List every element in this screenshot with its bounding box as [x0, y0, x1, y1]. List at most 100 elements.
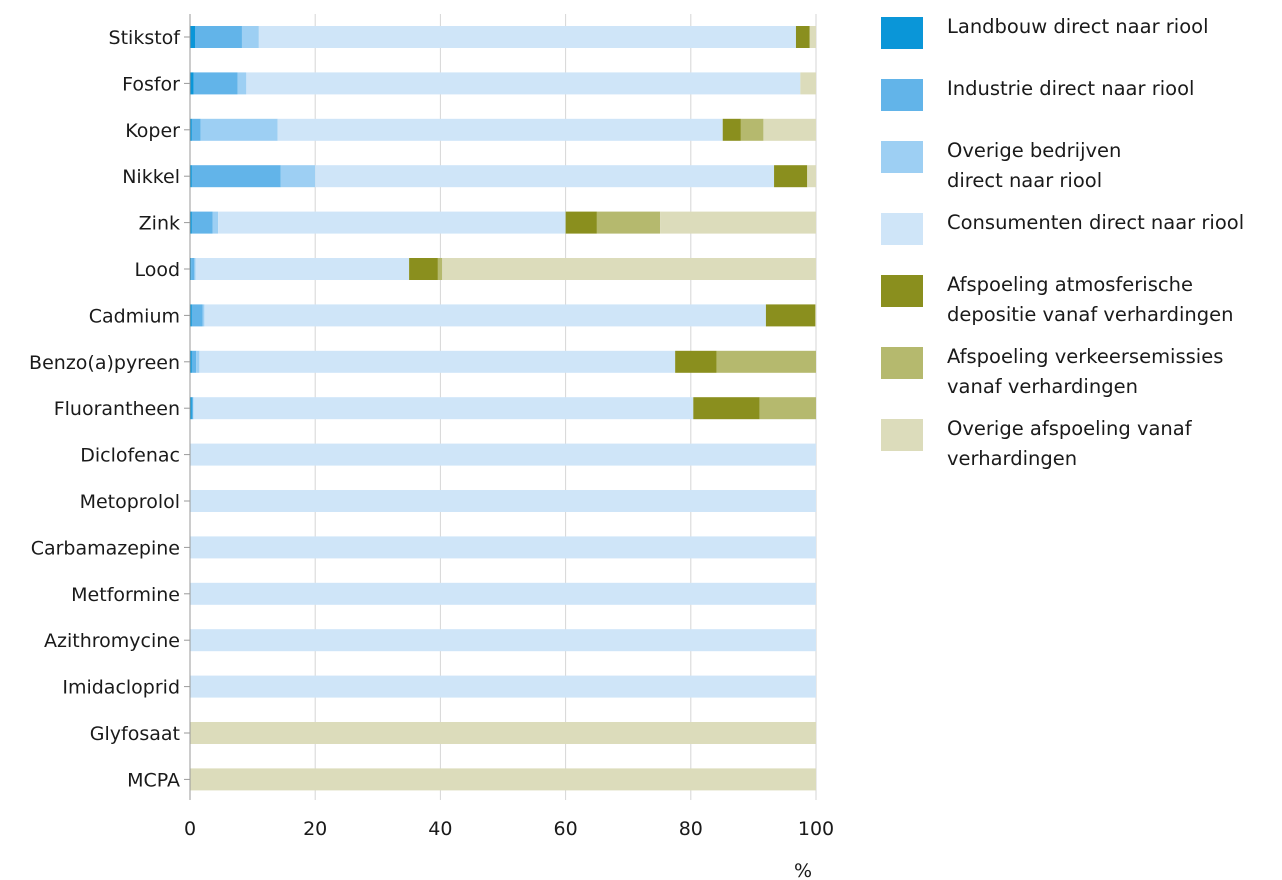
bar-segment	[190, 629, 816, 652]
category-label: Fluorantheen	[54, 398, 180, 420]
category-label: Stikstof	[109, 27, 182, 49]
legend-swatch	[881, 141, 923, 173]
bar-segment	[193, 397, 194, 420]
legend-item: Overige bedrijven direct naar riool	[881, 136, 1281, 196]
bar-segment	[193, 397, 694, 420]
bar-segment	[218, 211, 566, 234]
category-label: Zink	[139, 213, 180, 235]
bar-segment	[202, 304, 205, 327]
bar-segment	[190, 675, 816, 698]
bar-segment	[190, 26, 196, 48]
bar-segment	[199, 350, 676, 373]
bar-segment	[815, 304, 816, 327]
category-label: Lood	[134, 259, 180, 281]
bar-segment	[315, 165, 775, 188]
category-label: Cadmium	[89, 305, 180, 327]
bar-segment	[722, 118, 741, 141]
bar-segment	[190, 258, 192, 280]
legend-label: Afspoeling verkeersemissies vanaf verhar…	[947, 345, 1224, 398]
bar-segment	[759, 397, 816, 420]
bar-segment	[190, 397, 192, 420]
bar-segment	[693, 397, 760, 420]
bar-segment	[740, 118, 764, 141]
bar-segment	[237, 72, 247, 95]
bar-segment	[191, 350, 197, 373]
bar-segment	[246, 72, 801, 95]
bar-segment	[195, 258, 410, 280]
category-label: Azithromycine	[44, 630, 180, 652]
bar-segment	[437, 258, 443, 280]
x-tick-label: 0	[184, 818, 196, 840]
bars	[190, 26, 816, 791]
bar-segment	[195, 26, 242, 48]
bar-segment	[212, 211, 219, 234]
bar-segment	[191, 304, 203, 327]
bar-segment	[190, 443, 816, 466]
category-label: Metoprolol	[80, 491, 180, 513]
bar-segment	[190, 722, 816, 744]
bar-segment	[774, 165, 808, 188]
bar-segment	[191, 165, 281, 188]
bar-segment	[675, 350, 717, 373]
bar-segment	[716, 350, 816, 373]
bar-segment	[190, 118, 192, 141]
legend-item: Landbouw direct naar riool	[881, 12, 1281, 62]
bar-segment	[807, 165, 816, 188]
category-label: Fosfor	[122, 73, 180, 95]
legend-label: Industrie direct naar riool	[947, 77, 1195, 100]
bar-segment	[795, 26, 810, 48]
category-label: Glyfosaat	[90, 723, 180, 745]
category-label: Nikkel	[122, 166, 180, 188]
bar-segment	[190, 165, 192, 188]
bar-segment	[565, 211, 597, 234]
bar-segment	[190, 72, 194, 95]
bar-segment	[190, 768, 816, 791]
bar-segment	[191, 258, 195, 280]
bar-segment	[660, 211, 816, 234]
category-label: MCPA	[127, 769, 180, 791]
stacked-bar-chart: 0 20 40 60 80 100 Stikstof Fosfor Koper Nikkel Zin…	[29, 14, 834, 880]
bar-segment	[194, 258, 196, 280]
bar-segment	[190, 350, 192, 373]
bar-segment	[196, 350, 200, 373]
bar-segment	[191, 211, 213, 234]
category-label: Benzo(a)pyreen	[29, 352, 180, 374]
bar-segment	[241, 26, 259, 48]
category-label: Koper	[125, 120, 180, 142]
x-tick-label: 40	[428, 818, 452, 840]
x-tick-label: 100	[798, 818, 834, 840]
legend-label: Consumenten direct naar riool	[947, 211, 1245, 234]
category-label: Metformine	[71, 584, 180, 606]
category-label: Imidacloprid	[62, 677, 180, 699]
legend-label: Overige bedrijven direct naar riool	[947, 139, 1122, 192]
legend: Landbouw direct naar riool Industrie dir…	[881, 12, 1281, 486]
bar-segment	[809, 26, 816, 48]
legend-item: Afspoeling verkeersemissies vanaf verhar…	[881, 342, 1281, 402]
bar-segment	[193, 72, 238, 95]
bar-segment	[596, 211, 661, 234]
bar-segment	[409, 258, 438, 280]
bar-segment	[800, 72, 816, 95]
x-tick-label: 20	[303, 818, 327, 840]
legend-swatch	[881, 419, 923, 451]
bar-segment	[191, 118, 201, 141]
bar-segment	[258, 26, 796, 48]
x-tick-label: 60	[554, 818, 578, 840]
x-axis-label: %	[794, 860, 812, 880]
bar-segment	[190, 304, 192, 327]
legend-swatch	[881, 17, 923, 49]
legend-item: Overige afspoeling vanaf verhardingen	[881, 414, 1281, 474]
bar-segment	[763, 118, 816, 141]
bar-segment	[190, 582, 816, 605]
legend-item: Industrie direct naar riool	[881, 74, 1281, 124]
bar-segment	[190, 211, 192, 234]
bar-segment	[204, 304, 766, 327]
legend-item: Afspoeling atmosferische depositie vanaf…	[881, 270, 1281, 330]
legend-swatch	[881, 347, 923, 379]
bar-segment	[190, 536, 816, 559]
legend-swatch	[881, 79, 923, 111]
bar-segment	[280, 165, 316, 188]
category-label: Carbamazepine	[31, 537, 180, 559]
legend-swatch	[881, 275, 923, 307]
